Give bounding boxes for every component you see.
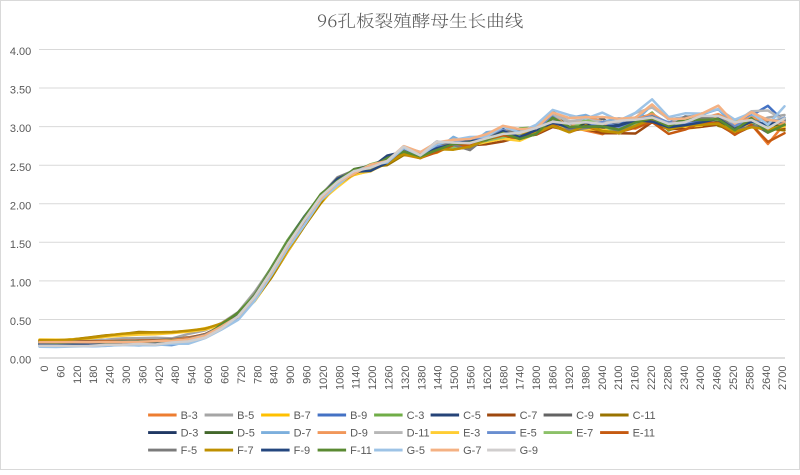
svg-text:B-5: B-5 [237,410,254,422]
svg-text:3.50: 3.50 [10,85,31,97]
svg-text:E-11: E-11 [633,428,655,440]
svg-text:1620: 1620 [482,366,494,390]
svg-text:F-7: F-7 [237,445,254,457]
svg-text:660: 660 [220,366,232,384]
svg-text:2280: 2280 [662,366,674,390]
svg-text:1860: 1860 [548,366,560,390]
svg-text:180: 180 [88,366,100,384]
svg-text:D-11: D-11 [407,428,430,440]
svg-text:360: 360 [137,366,149,384]
svg-text:C-7: C-7 [520,410,538,422]
svg-text:840: 840 [269,366,281,384]
svg-text:0: 0 [39,366,51,372]
svg-text:1380: 1380 [416,366,428,390]
svg-text:2580: 2580 [744,366,756,390]
svg-text:2.50: 2.50 [10,162,31,174]
svg-text:540: 540 [187,366,199,384]
svg-text:1080: 1080 [334,366,346,390]
svg-text:F-5: F-5 [181,445,198,457]
svg-text:D-7: D-7 [294,428,312,440]
svg-text:E-5: E-5 [520,428,537,440]
svg-text:D-5: D-5 [237,428,255,440]
svg-text:E-7: E-7 [576,428,593,440]
svg-text:2160: 2160 [630,366,642,390]
svg-text:C-5: C-5 [463,410,481,422]
svg-text:C-3: C-3 [407,410,425,422]
svg-text:D-3: D-3 [181,428,199,440]
svg-text:C-9: C-9 [576,410,594,422]
svg-text:B-3: B-3 [181,410,198,422]
svg-text:1.00: 1.00 [10,278,31,290]
svg-text:2100: 2100 [613,366,625,390]
svg-text:F-9: F-9 [294,445,311,457]
svg-text:1920: 1920 [564,366,576,390]
svg-text:2400: 2400 [695,366,707,390]
svg-text:600: 600 [203,366,215,384]
svg-text:F-11: F-11 [350,445,372,457]
svg-text:G-5: G-5 [407,445,425,457]
svg-text:1260: 1260 [384,366,396,390]
svg-text:1.50: 1.50 [10,239,31,251]
svg-text:G-7: G-7 [463,445,481,457]
svg-text:1020: 1020 [318,366,330,390]
svg-text:780: 780 [252,366,264,384]
svg-text:4.00: 4.00 [10,46,31,58]
svg-text:2040: 2040 [597,366,609,390]
svg-text:1680: 1680 [498,366,510,390]
svg-text:1500: 1500 [449,366,461,390]
svg-text:1800: 1800 [531,366,543,390]
svg-text:2520: 2520 [728,366,740,390]
svg-text:G-9: G-9 [520,445,538,457]
svg-text:1740: 1740 [515,366,527,390]
svg-text:300: 300 [121,366,133,384]
svg-text:E-3: E-3 [463,428,480,440]
svg-text:240: 240 [105,366,117,384]
svg-text:1560: 1560 [466,366,478,390]
svg-text:2340: 2340 [679,366,691,390]
svg-text:1320: 1320 [400,366,412,390]
svg-text:420: 420 [154,366,166,384]
svg-text:0.50: 0.50 [10,316,31,328]
svg-text:2.00: 2.00 [10,200,31,212]
svg-text:0.00: 0.00 [10,355,31,367]
svg-text:480: 480 [170,366,182,384]
svg-text:720: 720 [236,366,248,384]
svg-text:2460: 2460 [712,366,724,390]
svg-text:2700: 2700 [777,366,789,390]
svg-text:1140: 1140 [351,366,363,390]
svg-text:B-9: B-9 [350,410,367,422]
svg-text:3.00: 3.00 [10,123,31,135]
svg-text:B-7: B-7 [294,410,311,422]
svg-text:960: 960 [302,366,314,384]
svg-text:D-9: D-9 [350,428,368,440]
svg-text:2640: 2640 [761,366,773,390]
svg-text:1980: 1980 [580,366,592,390]
svg-text:C-11: C-11 [633,410,656,422]
svg-text:1440: 1440 [433,366,445,390]
svg-text:1200: 1200 [367,366,379,390]
svg-text:120: 120 [72,366,84,384]
svg-text:60: 60 [55,366,67,378]
svg-text:2220: 2220 [646,366,658,390]
svg-text:900: 900 [285,366,297,384]
